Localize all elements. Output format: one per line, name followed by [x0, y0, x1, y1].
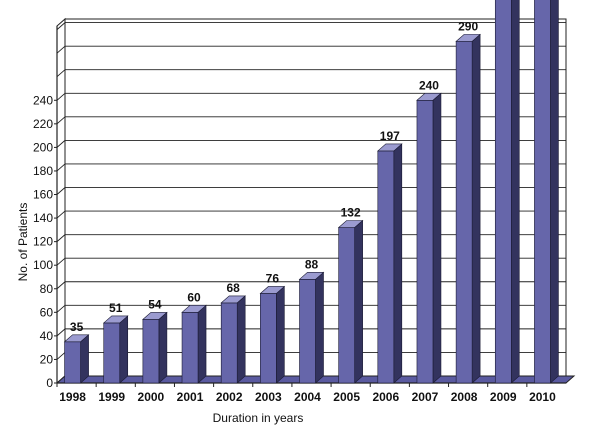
data-label: 60: [187, 290, 201, 304]
gridline-side: [56, 69, 66, 78]
x-tick-label: 2009: [490, 390, 517, 404]
gridline-side: [56, 140, 66, 148]
data-label: 88: [305, 257, 319, 271]
bar-side: [315, 271, 324, 384]
bar-side: [393, 143, 403, 384]
bar: [534, 0, 551, 384]
x-tick-label: 2010: [529, 390, 556, 404]
bar-top: [102, 315, 129, 324]
bar: [338, 227, 355, 384]
bar-top: [298, 272, 325, 280]
y-tick-label: 20: [40, 352, 54, 366]
y-axis-label: No. of Patients: [16, 203, 30, 282]
gridline-side: [56, 45, 66, 54]
bar-side: [119, 315, 129, 384]
bar-top: [220, 295, 246, 304]
data-label: 54: [148, 297, 162, 311]
y-tick-label: 180: [33, 164, 53, 178]
y-tick-label: 220: [33, 117, 53, 131]
data-label: 76: [266, 271, 280, 285]
y-tick-label: 140: [33, 211, 53, 225]
gridline-side: [56, 257, 66, 266]
x-tick-label: 1998: [59, 390, 86, 404]
bar-side: [158, 311, 168, 384]
bar-top: [63, 334, 90, 343]
bar-side: [471, 33, 481, 384]
gridline-side: [56, 163, 66, 172]
gridline-side: [56, 234, 66, 242]
data-label: 197: [380, 129, 400, 143]
x-axis-label: Duration in years: [213, 411, 304, 425]
bar-side: [510, 0, 520, 384]
data-labels: 35515460687688132197240290354420: [70, 19, 479, 334]
bar-side: [236, 295, 246, 384]
y-tick-label: 0: [46, 376, 53, 390]
x-tick-label: 2002: [216, 390, 243, 404]
bar: [220, 302, 238, 384]
bar-top: [416, 92, 442, 101]
y-tick-label: 200: [33, 140, 53, 154]
bar-top: [455, 34, 481, 42]
bar-top: [259, 286, 286, 294]
bar: [103, 322, 121, 384]
y-tick-label: 120: [33, 235, 53, 249]
gridline-side: [56, 116, 66, 125]
y-axis-ticks: 0 20 40 60 80 100 120 140 160 180 200 220 240: [33, 93, 57, 390]
gridline-side: [56, 210, 66, 219]
x-tick-label: 1999: [98, 390, 125, 404]
bars: [63, 0, 559, 384]
bar-side: [354, 219, 363, 384]
data-label: 132: [341, 206, 361, 220]
bar-side: [550, 0, 559, 384]
bar-top: [181, 305, 207, 313]
bar-side: [276, 285, 285, 384]
y-tick-label: 160: [33, 188, 53, 202]
y-tick-label: 240: [33, 93, 53, 107]
gridline-side: [56, 352, 66, 360]
bar: [64, 341, 81, 384]
y-tick-label: 60: [40, 305, 54, 319]
gridline-side: [56, 328, 66, 337]
y-tick-label: 40: [40, 329, 54, 343]
y-tick-label: 100: [33, 258, 53, 272]
gridline-side: [56, 304, 66, 313]
x-tick-label: 2008: [451, 390, 478, 404]
gridline-side: [56, 187, 66, 195]
x-tick-label: 2006: [372, 390, 399, 404]
bar-side: [197, 304, 207, 384]
data-label: 240: [419, 78, 439, 92]
x-axis-ticks: 1998 1999 2000 2001 2002 2003 2004 2005 2006 2007…: [56, 383, 556, 404]
bar: [494, 0, 512, 384]
bar-side: [80, 334, 89, 384]
x-tick-label: 2005: [333, 390, 360, 404]
bar: [299, 279, 316, 384]
data-label: 51: [109, 301, 123, 315]
data-label: 68: [227, 281, 241, 295]
bar: [455, 41, 473, 384]
x-tick-label: 2001: [177, 390, 204, 404]
bar-top: [142, 312, 168, 320]
x-tick-label: 2004: [294, 390, 321, 404]
x-tick-label: 2000: [138, 390, 165, 404]
data-label: 290: [458, 19, 478, 33]
bar: [416, 99, 434, 384]
bar: [142, 319, 160, 384]
bar-side: [432, 92, 442, 384]
x-tick-label: 2007: [412, 390, 439, 404]
bar: [181, 312, 199, 384]
y-tick-label: 80: [40, 282, 54, 296]
bar-top: [337, 220, 364, 228]
gridline-side: [56, 22, 66, 30]
gridline-side: [56, 92, 66, 101]
bar-top: [377, 143, 403, 152]
bar: [260, 293, 277, 384]
bar: [377, 150, 395, 384]
gridline-side: [56, 281, 66, 290]
x-tick-label: 2003: [255, 390, 282, 404]
data-label: 35: [70, 320, 84, 334]
